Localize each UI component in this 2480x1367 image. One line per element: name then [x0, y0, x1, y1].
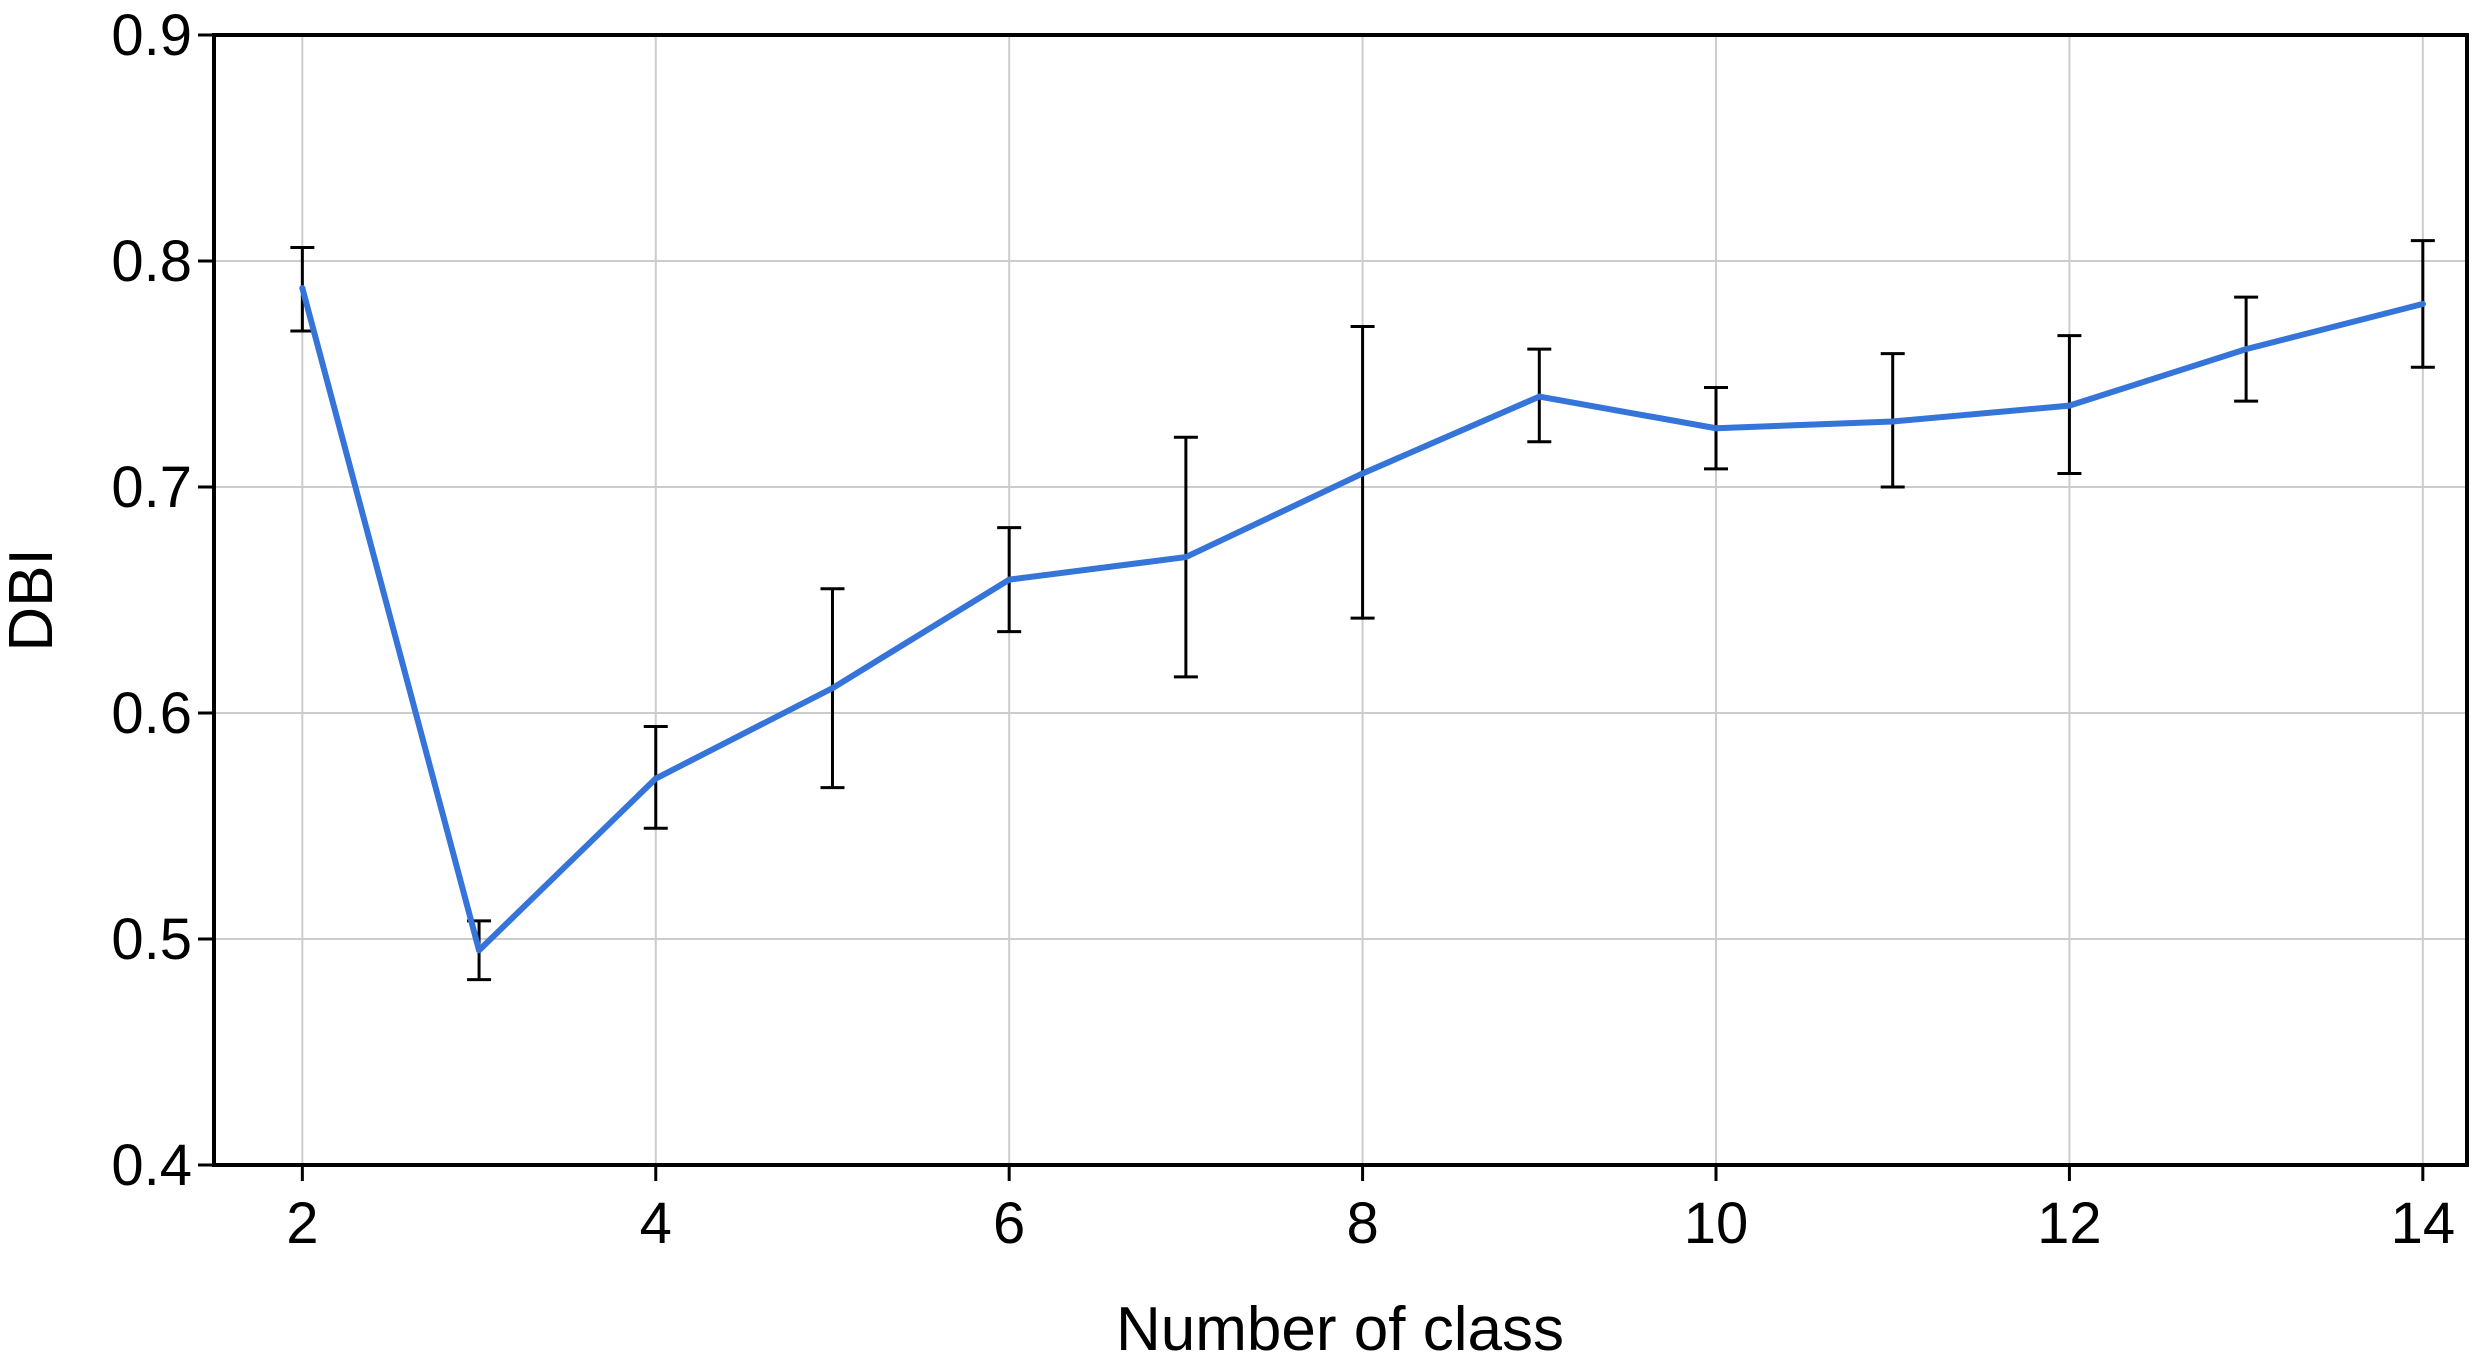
x-tick-label: 10 [1684, 1191, 1749, 1256]
y-tick-label: 0.4 [111, 1133, 192, 1198]
x-axis-title: Number of class [1116, 1295, 1564, 1364]
y-axis-title: DBI [0, 548, 66, 651]
y-tick-label: 0.5 [111, 907, 192, 972]
data-point [829, 685, 836, 692]
x-tick-label: 6 [993, 1191, 1025, 1256]
x-tick-label: 12 [2037, 1191, 2102, 1256]
y-tick-label: 0.9 [111, 3, 192, 68]
x-tick-label: 4 [640, 1191, 672, 1256]
plot-frame [212, 33, 2469, 1167]
series-lines [299, 285, 2426, 954]
y-tick-label: 0.8 [111, 229, 192, 294]
data-point [652, 775, 659, 782]
data-point [476, 947, 483, 954]
data-point [2066, 402, 2073, 409]
data-point [1889, 418, 1896, 425]
y-tick-label: 0.6 [111, 681, 192, 746]
data-point [1713, 425, 1719, 432]
x-tick-label: 14 [2391, 1191, 2456, 1256]
axis-ticks: 2 4 6 8 10 12 14 0.4 0.5 0.6 0.7 0.8 0.9 [111, 3, 2455, 1256]
x-tick-label: 8 [1346, 1191, 1378, 1256]
y-tick-label: 0.7 [111, 455, 192, 520]
data-point [1359, 470, 1366, 477]
x-tick-label: 2 [286, 1191, 318, 1256]
data-point [1536, 393, 1543, 400]
data-point [299, 285, 306, 292]
data-point [2243, 346, 2250, 353]
data-point [1006, 576, 1013, 583]
data-point [1182, 554, 1189, 561]
data-point [2419, 300, 2426, 307]
